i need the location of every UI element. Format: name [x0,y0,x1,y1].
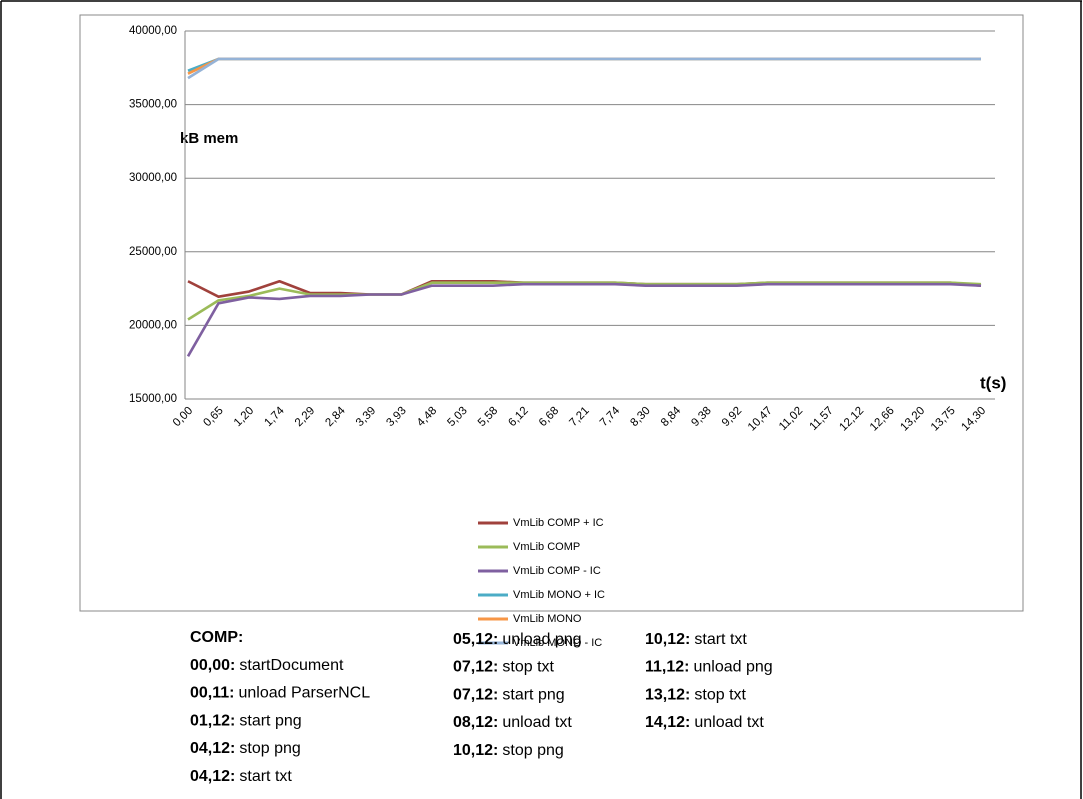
note-key: 01,12: [190,713,235,730]
note-text: unload png [693,659,772,676]
y-tick-label: 15000,00 [129,393,177,405]
y-tick-label: 35000,00 [129,99,177,111]
note-text: start png [239,713,301,730]
x-annotation: t(s) [980,373,1006,392]
note-key: 00,00: [190,657,235,674]
note-key: 13,12: [645,687,690,704]
note-key: 07,12: [453,687,498,704]
legend-label: VmLib COMP - IC [513,565,601,577]
note-line: 04,12: stop png [190,740,301,757]
note-line: 00,00: startDocument [190,657,344,674]
note-key: 07,12: [453,659,498,676]
note-line: 08,12: unload txt [453,714,572,731]
note-key: 10,12: [453,742,498,759]
note-text: stop png [502,742,563,759]
legend-label: VmLib MONO [513,613,582,625]
note-line: 04,12: start txt [190,768,292,785]
note-line: 07,12: stop txt [453,659,555,676]
chart-area [79,14,1024,612]
legend-label: VmLib COMP + IC [513,517,604,529]
note-line: 07,12: start png [453,687,565,704]
series-line [187,281,982,321]
y-annotation: kB mem [180,130,238,147]
note-text: start txt [239,768,292,785]
note-text: startDocument [239,657,344,674]
note-text: start png [502,687,564,704]
note-line: 10,12: start txt [645,631,747,648]
series-line [187,57,981,80]
note-line: 01,12: start png [190,713,302,730]
note-text: unload txt [694,714,764,731]
note-text: start txt [694,631,747,648]
y-tick-label: 30000,00 [129,172,177,184]
legend-label: VmLib MONO - IC [513,637,602,649]
legend-label: VmLib COMP [513,541,580,553]
note-line: 13,12: stop txt [645,687,747,704]
note-key: 14,12: [645,714,690,731]
notes-title: COMP: [190,629,243,646]
note-line: 11,12: unload png [645,659,773,676]
note-key: 10,12: [645,631,690,648]
note-key: 08,12: [453,714,498,731]
note-key: 00,11: [190,685,234,702]
note-text: unload ParserNCL [238,685,370,702]
note-text: stop txt [502,659,554,676]
note-key: 04,12: [190,740,235,757]
note-text: stop txt [694,687,746,704]
series-line [186,282,982,357]
note-line: 00,11: unload ParserNCL [190,685,370,702]
note-text: unload txt [502,714,572,731]
note-line: 14,12: unload txt [645,714,764,731]
note-line: 05,12: unload png [453,631,582,648]
legend-label: VmLib MONO + IC [513,589,605,601]
y-tick-label: 25000,00 [129,246,177,258]
note-key: 05,12: [453,631,498,648]
note-text: stop png [239,740,300,757]
note-key: 11,12: [645,659,689,676]
note-text: unload png [502,631,581,648]
y-tick-label: 40000,00 [129,25,177,37]
note-key: 04,12: [190,768,235,785]
y-tick-label: 20000,00 [129,319,177,331]
note-line: 10,12: stop png [453,742,564,759]
